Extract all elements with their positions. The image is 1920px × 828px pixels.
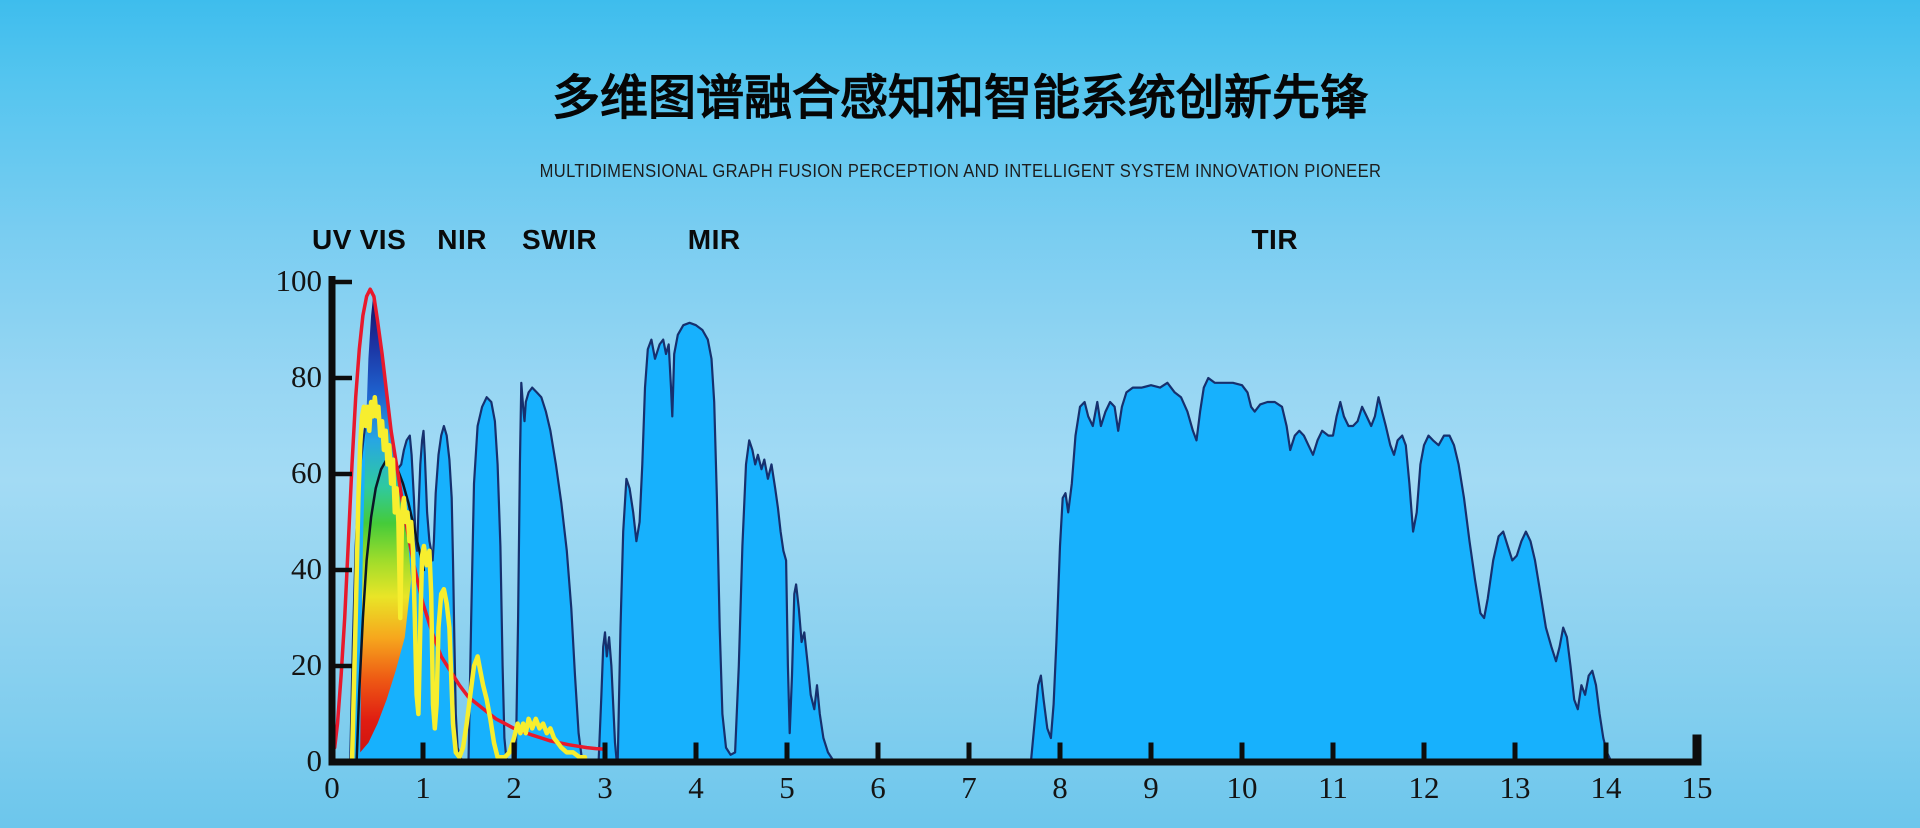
y-axis-line [328, 276, 336, 766]
y-tick-label: 80 [291, 359, 322, 394]
band-label-vis: VIS [359, 224, 407, 255]
band-label-swir: SWIR [521, 224, 598, 255]
x-axis-tick [1148, 742, 1154, 759]
x-axis-tick [784, 742, 790, 759]
y-tick-label: 100 [275, 263, 323, 298]
x-tick-label: 15 [1681, 770, 1713, 805]
x-tick-label: 12 [1408, 770, 1440, 805]
y-tick-label: 0 [306, 743, 323, 778]
y-axis-tick [335, 279, 352, 285]
y-axis-tick [335, 567, 352, 573]
transmission-window-area [616, 321, 836, 764]
x-tick-label: 8 [1052, 770, 1068, 805]
x-tick-label: 14 [1590, 770, 1622, 805]
transmission-window-area [597, 631, 618, 764]
y-tick-label: 60 [291, 455, 322, 490]
x-axis-tick [875, 742, 881, 759]
x-axis-tick [1512, 742, 1518, 759]
x-tick-label: 5 [779, 770, 795, 805]
x-tick-label: 0 [324, 770, 340, 805]
x-axis-line [328, 758, 1702, 766]
y-axis-tick [335, 663, 352, 669]
x-tick-label: 6 [870, 770, 886, 805]
band-label-mir: MIR [687, 224, 741, 255]
page-subtitle-row: MULTIDIMENSIONAL GRAPH FUSION PERCEPTION… [0, 161, 1920, 182]
transmission-window-area [514, 381, 584, 764]
x-tick-label: 11 [1318, 770, 1348, 805]
x-tick-label: 1 [415, 770, 431, 805]
y-tick-label: 40 [291, 551, 322, 586]
x-axis-end-cap [1692, 734, 1702, 759]
x-axis-tick [1603, 742, 1609, 759]
x-tick-label: 10 [1226, 770, 1258, 805]
x-axis-tick [966, 742, 972, 759]
x-tick-label: 7 [961, 770, 977, 805]
x-axis-tick [1239, 742, 1245, 759]
x-axis-tick [602, 742, 608, 759]
blackbody-envelope-curve [332, 287, 605, 751]
y-axis-tick [335, 375, 352, 381]
x-axis-tick [693, 742, 699, 759]
x-axis-tick [511, 742, 517, 759]
x-tick-label: 3 [597, 770, 613, 805]
x-tick-label: 4 [688, 770, 704, 805]
x-tick-label: 2 [506, 770, 522, 805]
page-subtitle: MULTIDIMENSIONAL GRAPH FUSION PERCEPTION… [539, 161, 1381, 181]
x-axis-tick [1057, 742, 1063, 759]
y-axis-tick [335, 471, 352, 477]
x-axis-tick [1330, 742, 1336, 759]
x-tick-label: 13 [1499, 770, 1531, 805]
x-axis-tick [420, 742, 426, 759]
x-axis-tick [1421, 742, 1427, 759]
solar-spectrum-curve [349, 394, 588, 765]
band-label-tir: TIR [1251, 224, 1299, 255]
x-tick-label: 9 [1143, 770, 1159, 805]
transmission-window-area [1029, 376, 1613, 764]
y-tick-label: 20 [291, 647, 322, 682]
band-label-nir: NIR [437, 224, 487, 255]
band-label-uv: UV [312, 224, 352, 255]
page-title: 多维图谱融合感知和智能系统创新先锋 [551, 72, 1368, 125]
